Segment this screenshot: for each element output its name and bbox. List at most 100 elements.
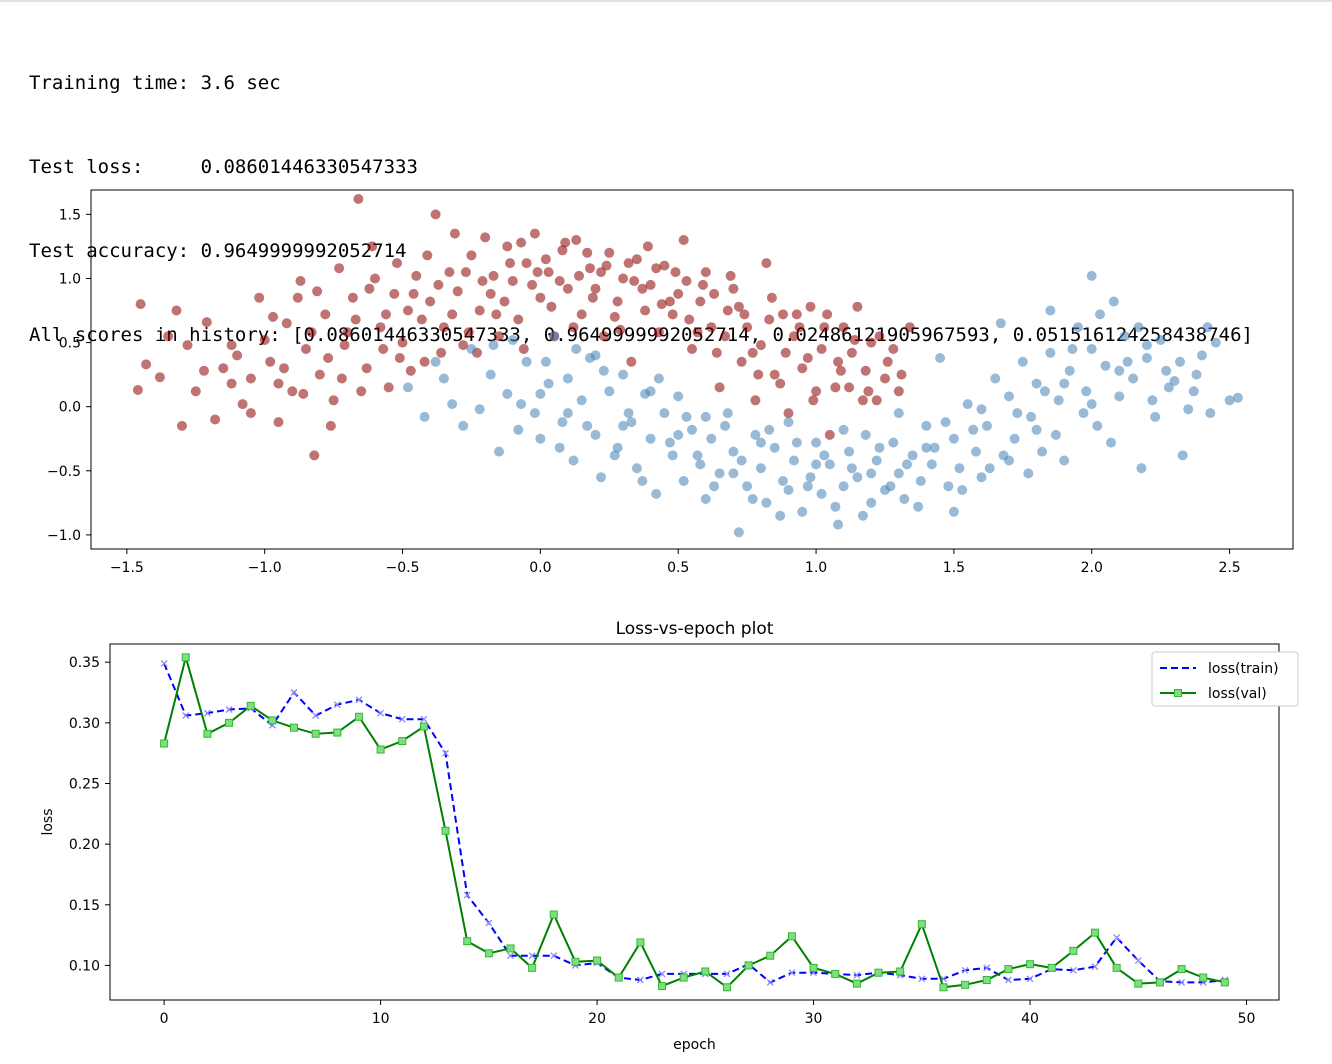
scatter-point — [990, 373, 1001, 384]
scatter-point — [1045, 347, 1056, 358]
scatter-point — [309, 450, 320, 461]
scatter-point — [1161, 365, 1172, 376]
scatter-point — [678, 235, 689, 245]
y-tick-label: 0.25 — [69, 776, 100, 792]
scatter-point — [860, 365, 871, 376]
scatter-point — [681, 411, 692, 422]
data-point-marker — [290, 723, 299, 732]
scatter-point — [651, 263, 662, 274]
data-point-marker — [1112, 963, 1121, 972]
x-tick-label: 2.5 — [1218, 560, 1240, 576]
data-point-marker — [766, 951, 775, 960]
scatter-point — [1095, 309, 1105, 320]
scatter-point — [452, 286, 463, 297]
scatter-point — [618, 273, 629, 284]
scatter-point — [259, 335, 270, 345]
scatter-point — [929, 442, 940, 453]
data-point-marker — [593, 956, 602, 965]
scatter-point — [670, 267, 681, 278]
scatter-point — [995, 318, 1006, 329]
scatter-point — [750, 429, 761, 440]
scatter-point — [540, 254, 551, 265]
scatter-point — [535, 433, 546, 444]
scatter-point — [700, 267, 711, 278]
scatter-point — [438, 373, 449, 384]
x-tick-label: −1.5 — [110, 560, 144, 576]
scatter-point — [201, 317, 212, 328]
scatter-point — [725, 270, 736, 281]
scatter-point — [604, 247, 615, 258]
scatter-point — [968, 424, 979, 435]
scatter-point — [915, 476, 926, 486]
scatter-point — [1106, 437, 1116, 448]
scatter-point — [1053, 395, 1064, 406]
scatter-point — [852, 301, 863, 312]
scatter-point — [896, 369, 907, 380]
test-accuracy-line: Test accuracy: 0.9649999992052714 — [29, 240, 407, 262]
scatter-point — [314, 369, 325, 380]
scatter-point — [651, 488, 662, 499]
scatter-point — [458, 340, 469, 351]
scatter-point — [463, 327, 474, 338]
scatter-point — [347, 292, 358, 303]
scatter-point — [769, 369, 780, 380]
scatter-point — [943, 481, 954, 492]
scatter-point — [706, 322, 717, 333]
scatter-point — [645, 279, 656, 290]
scatter-point — [419, 356, 430, 367]
scatter-point — [361, 363, 372, 374]
scatter-point — [811, 437, 822, 448]
scatter-point — [430, 209, 441, 220]
scatter-point — [954, 463, 965, 474]
scatter-point — [857, 395, 868, 406]
legend-label-val: loss(val) — [1208, 686, 1267, 702]
data-point-marker — [441, 826, 450, 835]
scatter-point — [838, 481, 849, 492]
scatter-point — [433, 279, 444, 290]
scatter-point — [177, 420, 187, 431]
scatter-point — [1155, 335, 1166, 345]
scatter-point — [962, 399, 973, 410]
scatter-point — [474, 404, 485, 415]
data-point-marker — [1004, 976, 1012, 984]
data-point-marker — [246, 701, 255, 710]
scatter-point — [833, 356, 844, 367]
scatter-point — [1119, 331, 1130, 342]
data-point-marker — [290, 689, 298, 696]
scatter-point — [921, 420, 932, 431]
scatter-point — [444, 267, 455, 278]
scatter-point — [562, 283, 573, 294]
series-line — [163, 653, 1226, 989]
y-tick-label: 0.0 — [59, 400, 81, 416]
scatter-point — [797, 363, 808, 374]
scatter-point — [935, 353, 946, 363]
y-tick-label: 0.5 — [59, 336, 81, 352]
scatter-point — [750, 395, 761, 406]
scatter-point — [491, 309, 502, 320]
scatter-point — [948, 506, 959, 517]
x-tick-label: 2.0 — [1081, 560, 1103, 576]
scatter-point — [507, 335, 518, 345]
data-point-marker — [333, 701, 341, 709]
scatter-point — [298, 388, 309, 399]
x-tick-label: 20 — [588, 1011, 606, 1027]
x-tick-label: 40 — [1021, 1011, 1039, 1027]
scatter-point — [984, 463, 995, 474]
scatter-point — [794, 322, 805, 333]
scatter-point — [1191, 369, 1202, 380]
scatter-point — [755, 463, 766, 474]
scatter-point — [764, 314, 775, 325]
scatter-point — [940, 417, 951, 428]
data-point-marker — [354, 712, 363, 721]
scatter-point — [132, 385, 143, 395]
scatter-point — [808, 395, 819, 406]
y-axis-label: loss — [40, 808, 56, 835]
scatter-point — [653, 327, 664, 338]
data-point-marker — [766, 978, 774, 986]
scatter-point — [747, 494, 758, 504]
data-point-marker — [1069, 946, 1078, 955]
data-point-marker — [679, 973, 688, 982]
scatter-point — [1026, 411, 1037, 422]
scatter-point — [609, 450, 620, 461]
x-tick-label: 30 — [805, 1011, 823, 1027]
